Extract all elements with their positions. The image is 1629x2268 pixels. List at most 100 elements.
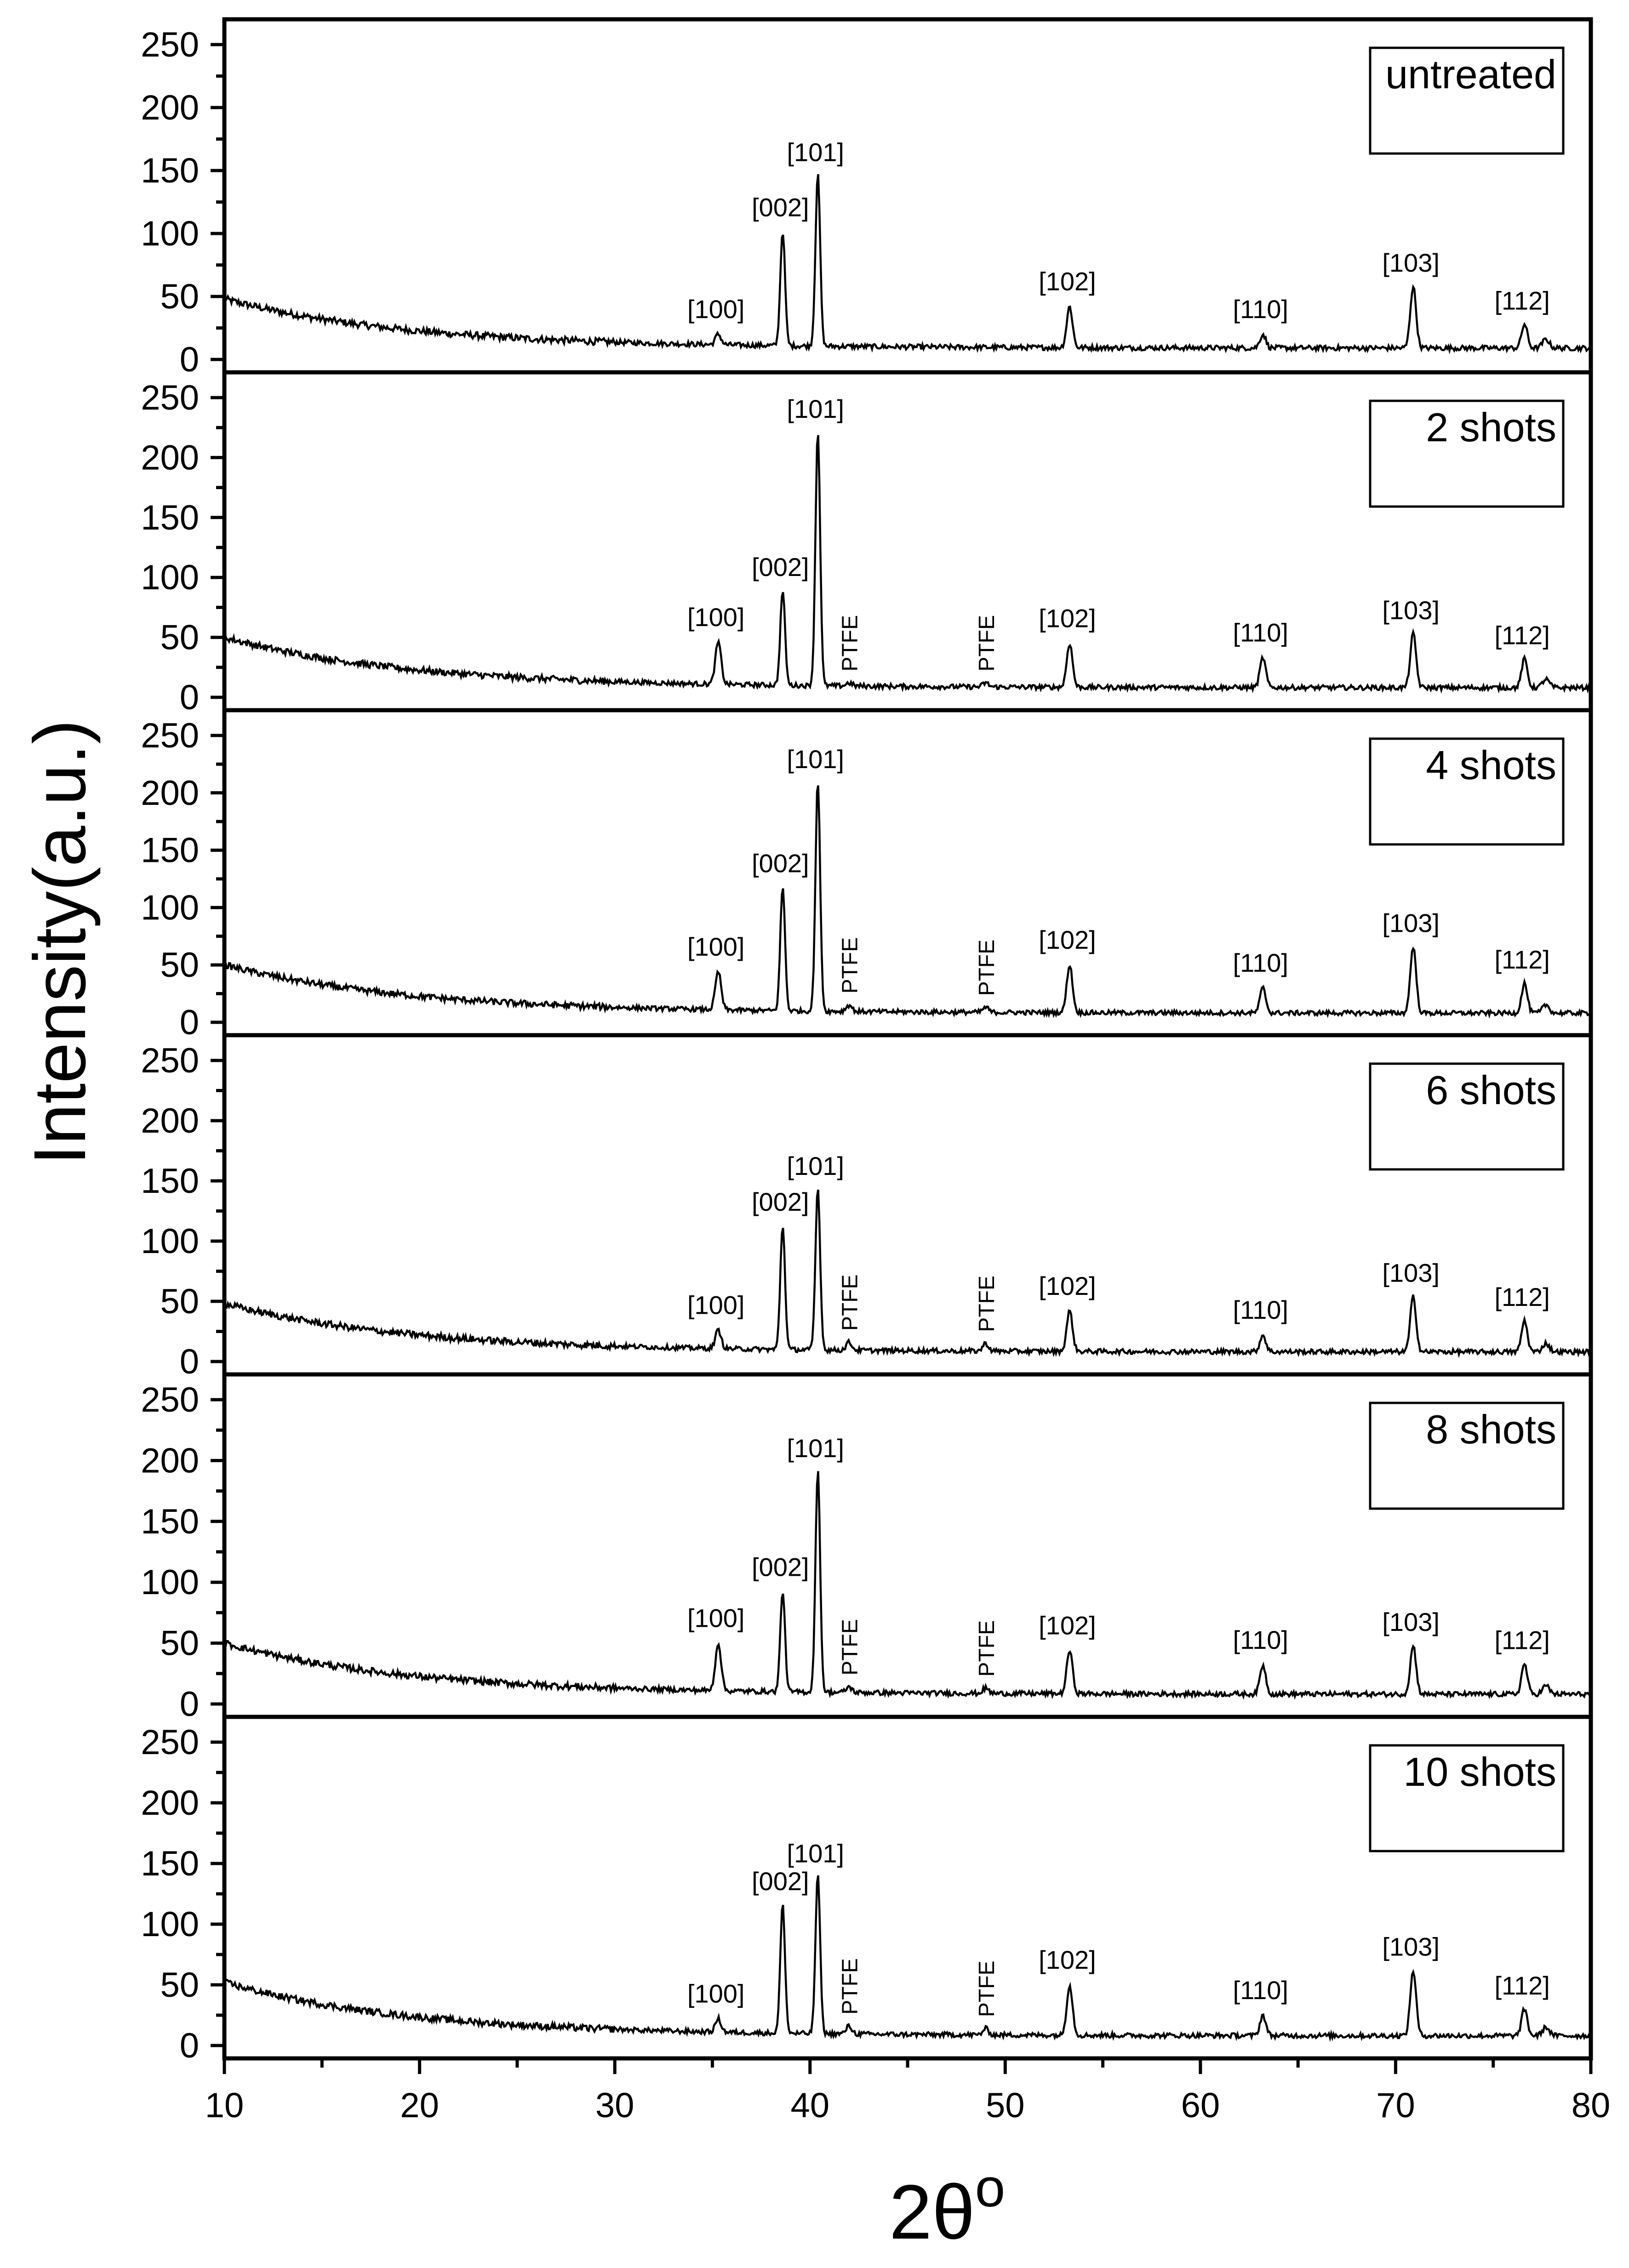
legend-label: 4 shots — [1426, 742, 1556, 788]
y-tick-label: 100 — [141, 888, 199, 927]
ptfe-label: PTFE — [975, 615, 999, 672]
panel-untreated: 0 50 100 150 200 250 [100] [002] [101] [102] [110]… — [141, 17, 1593, 379]
y-tick-label: 150 — [141, 1502, 199, 1541]
panel-2-shots: 0 50 100 150 200 250 [100][002] [101] PTFE PTFE [1… — [141, 370, 1593, 717]
y-tick-label: 50 — [160, 618, 199, 657]
peak-label-110: [110] — [1233, 1295, 1288, 1324]
peak-label-102: [102] — [1039, 604, 1096, 633]
ptfe-label: PTFE — [838, 937, 863, 994]
y-tick-label: 100 — [141, 1905, 199, 1944]
x-tick-label: 20 — [400, 2086, 439, 2125]
ptfe-label: PTFE — [975, 1276, 999, 1332]
peak-label-002: [002] — [752, 193, 809, 222]
y-tick-label: 0 — [180, 1685, 199, 1724]
x-axis: 10 20 30 40 50 60 70 80 — [205, 2058, 1610, 2125]
ptfe-label: PTFE — [975, 1620, 999, 1677]
peak-label-100: [100] — [687, 1291, 745, 1320]
peak-label-002: [002] — [752, 1867, 809, 1896]
panels: 050100150200250[100][002][101][102][110]… — [141, 17, 1593, 2065]
y-tick-label: 250 — [141, 716, 199, 755]
panel-4-shots: 0 50 100 150 200 250 [100] [002] [101] PTFE PTFE [1… — [141, 708, 1593, 1042]
legend-box — [1369, 737, 1565, 846]
peak-label-103: [103] — [1382, 1259, 1440, 1288]
x-tick-label: 10 — [205, 2086, 244, 2125]
legend-label: 2 shots — [1426, 405, 1556, 450]
legend-label: 6 shots — [1426, 1067, 1556, 1113]
series-line-2-shots — [224, 435, 1591, 694]
peak-label-002: [002] — [752, 553, 809, 581]
ptfe-label: PTFE — [838, 1619, 863, 1675]
peak-label-110: [110] — [1233, 295, 1288, 324]
ptfe-label: PTFE — [838, 615, 863, 672]
y-tick-label: 50 — [160, 946, 199, 985]
peak-label-112: [112] — [1494, 286, 1549, 315]
ptfe-label: PTFE — [838, 1958, 863, 2015]
panel-8-shots: 0 50 100 150 200 250 [100][002] [101] PTFE PTFE [1… — [141, 1372, 1593, 1724]
y-tick-label: 200 — [141, 774, 199, 813]
x-tick-label: 70 — [1376, 2086, 1415, 2125]
peak-label-103: [103] — [1382, 908, 1440, 937]
legend-box — [1369, 1062, 1565, 1171]
peak-label-110: [110] — [1233, 618, 1288, 647]
x-tick-label: 60 — [1181, 2086, 1220, 2125]
ptfe-label: PTFE — [975, 1960, 999, 2017]
y-tick-label: 250 — [141, 25, 199, 64]
y-tick-label: 100 — [141, 558, 199, 597]
legend-label: 10 shots — [1403, 1749, 1556, 1795]
x-axis-label-superscript: o — [975, 2158, 1006, 2218]
series-line-4-shots — [223, 785, 1591, 1019]
y-tick-label: 50 — [160, 277, 199, 316]
peak-label-112: [112] — [1494, 621, 1549, 650]
peak-label-101: [101] — [787, 1434, 844, 1463]
peak-label-103: [103] — [1382, 1932, 1440, 1961]
peak-label-100: [100] — [687, 603, 745, 632]
y-tick-label: 200 — [141, 88, 199, 127]
y-axis-label: Intensity(a.u.) — [18, 719, 101, 1165]
peak-label-101: [101] — [787, 745, 844, 774]
peak-label-101: [101] — [787, 137, 844, 166]
legend-box — [1369, 1402, 1565, 1510]
series-line-10-shots — [223, 1875, 1591, 2042]
y-tick-label: 250 — [141, 378, 199, 417]
series-line-untreated — [223, 174, 1591, 354]
legend-box — [1369, 1744, 1565, 1852]
peak-label-101: [101] — [787, 1151, 844, 1180]
y-tick-label: 250 — [141, 1723, 199, 1762]
y-tick-label: 200 — [141, 438, 199, 477]
y-tick-label: 250 — [141, 1041, 199, 1080]
y-tick-label: 100 — [141, 1563, 199, 1602]
y-tick-label: 0 — [180, 340, 199, 379]
peak-label-100: [100] — [687, 1603, 745, 1632]
legend-box — [1369, 46, 1565, 155]
y-tick-label: 150 — [141, 831, 199, 870]
peak-label-110: [110] — [1233, 1625, 1288, 1654]
legend-label: untreated — [1385, 51, 1556, 97]
legend-label: 8 shots — [1426, 1407, 1556, 1452]
y-tick-label: 0 — [180, 1342, 199, 1381]
panel-6-shots: 0 50 100 150 200 250 [100] [002] [101] PTFE PTFE [1… — [141, 1033, 1593, 1381]
y-tick-label: 0 — [180, 2026, 199, 2065]
x-tick-label: 50 — [986, 2086, 1025, 2125]
ptfe-label: PTFE — [975, 940, 999, 996]
y-tick-label: 150 — [141, 1162, 199, 1201]
peak-label-102: [102] — [1039, 267, 1096, 296]
peak-label-112: [112] — [1494, 945, 1549, 974]
legend-box — [1369, 399, 1565, 508]
series-line-6-shots — [223, 1189, 1591, 1358]
peak-label-112: [112] — [1494, 1626, 1549, 1655]
y-tick-label: 0 — [180, 1003, 199, 1042]
peak-label-101: [101] — [787, 394, 844, 423]
y-tick-label: 0 — [180, 678, 199, 717]
peak-label-101: [101] — [787, 1839, 844, 1868]
x-tick-label: 40 — [790, 2086, 829, 2125]
peak-label-102: [102] — [1039, 1611, 1096, 1640]
peak-label-103: [103] — [1382, 596, 1440, 625]
y-tick-label: 150 — [141, 151, 199, 190]
y-tick-label: 200 — [141, 1784, 199, 1823]
peak-label-100: [100] — [687, 932, 745, 961]
peak-label-102: [102] — [1039, 925, 1096, 954]
y-tick-label: 150 — [141, 1844, 199, 1883]
y-tick-label: 200 — [141, 1441, 199, 1480]
x-axis-label: 2θo — [889, 2158, 1006, 2255]
peak-label-002: [002] — [752, 849, 809, 878]
